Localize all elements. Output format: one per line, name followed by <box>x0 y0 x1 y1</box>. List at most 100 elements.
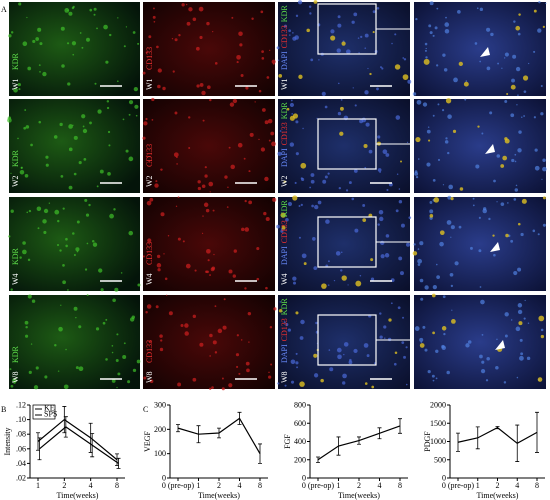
cell-signal <box>343 342 349 347</box>
cell-signal <box>367 67 369 70</box>
cell-signal <box>154 183 159 188</box>
cell-signal <box>229 102 235 107</box>
cell-signal <box>123 45 126 48</box>
cell-signal <box>60 304 62 306</box>
cell-signal <box>22 241 26 245</box>
x-tick-label: 1 <box>337 481 341 490</box>
cell-signal <box>210 267 215 272</box>
error-bar <box>316 456 320 463</box>
cell-signal <box>85 213 90 217</box>
cell-signal <box>287 201 293 207</box>
cell-signal <box>66 42 70 45</box>
cell-signal <box>518 130 522 134</box>
cell-signal <box>202 119 205 122</box>
cell-signal <box>39 71 41 73</box>
y-axis-title: FGF <box>283 434 292 449</box>
cell-signal <box>542 223 546 227</box>
cell-signal <box>380 66 382 69</box>
cell-signal <box>213 253 215 256</box>
cell-signal <box>7 118 12 123</box>
cell-signal <box>313 373 319 378</box>
cell-signal <box>501 67 503 69</box>
cell-signal <box>424 49 427 52</box>
cell-signal <box>13 87 18 93</box>
channel-label: KDR <box>280 298 289 316</box>
cell-signal <box>534 165 540 171</box>
cell-signal <box>297 0 303 5</box>
cell-signal <box>27 258 31 262</box>
colocalized-signal <box>445 98 452 104</box>
cell-signal <box>155 180 158 183</box>
cell-signal <box>347 284 349 286</box>
cell-signal <box>437 158 441 162</box>
cell-signal <box>247 311 252 316</box>
cell-signal <box>295 361 299 365</box>
channel-label: DAPI <box>280 148 289 167</box>
colocalized-signal <box>394 351 398 355</box>
cell-signal <box>417 248 420 250</box>
cell-signal <box>201 90 206 96</box>
cell-signal <box>122 118 125 121</box>
cell-signal <box>300 319 305 325</box>
cell-signal <box>425 56 428 59</box>
cell-signal <box>391 42 393 45</box>
colocalized-signal <box>522 75 529 81</box>
cell-signal <box>76 220 80 224</box>
cell-signal <box>203 202 209 208</box>
channel-label: CD133 <box>280 220 289 243</box>
cell-signal <box>94 82 97 85</box>
colocalized-signal <box>515 25 521 31</box>
cell-signal <box>446 370 450 375</box>
cell-signal <box>268 371 270 374</box>
cell-signal <box>58 326 63 332</box>
cell-signal <box>106 106 110 110</box>
cell-signal <box>35 37 40 41</box>
cell-signal <box>64 8 70 13</box>
cell-signal <box>424 42 428 46</box>
x-tick-label: 4 <box>89 481 93 490</box>
colocalized-signal <box>463 81 469 87</box>
cell-signal <box>431 374 435 378</box>
colocalized-signal <box>286 107 290 111</box>
cell-signal <box>264 120 269 125</box>
cell-signal <box>296 366 299 369</box>
cell-signal <box>24 320 29 325</box>
cell-signal <box>470 246 473 250</box>
cell-signal <box>406 141 409 144</box>
cell-signal <box>414 326 420 331</box>
cell-signal <box>398 199 403 204</box>
cell-signal <box>153 20 156 23</box>
cell-signal <box>364 47 367 49</box>
cell-signal <box>78 161 82 165</box>
cell-signal <box>116 80 119 83</box>
cell-signal <box>298 236 301 239</box>
cell-signal <box>155 305 159 309</box>
cell-signal <box>441 345 446 350</box>
cell-signal <box>447 114 452 119</box>
cell-signal <box>73 135 78 140</box>
x-tick-label: 1 <box>36 481 40 490</box>
cell-signal <box>248 170 251 173</box>
colocalized-signal <box>306 28 310 33</box>
cell-signal <box>295 152 299 156</box>
cell-signal <box>436 64 439 67</box>
cell-signal <box>450 284 454 288</box>
colocalized-signal <box>388 318 392 322</box>
cell-signal <box>142 71 146 75</box>
cell-signal <box>192 377 197 382</box>
cell-signal <box>192 314 197 319</box>
cell-signal <box>148 340 152 344</box>
cell-signal <box>212 30 214 33</box>
cell-signal <box>417 258 423 264</box>
cell-signal <box>92 242 98 247</box>
cell-signal <box>348 181 352 185</box>
cell-signal <box>151 97 155 102</box>
cell-signal <box>425 47 427 50</box>
cell-signal <box>289 102 295 108</box>
cell-signal <box>209 355 211 357</box>
colocalized-signal <box>540 334 545 339</box>
cell-signal <box>32 39 36 43</box>
cell-signal <box>243 157 246 160</box>
cell-signal <box>67 82 71 86</box>
cell-signal <box>212 209 215 212</box>
